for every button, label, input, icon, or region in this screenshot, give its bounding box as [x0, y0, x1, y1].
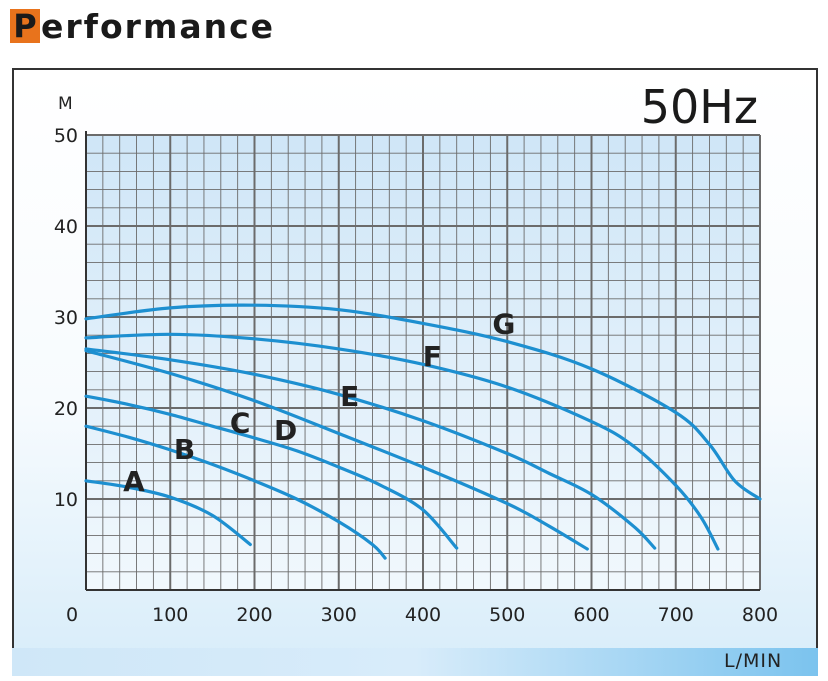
axis-ticks: 0 100 200 300 400 500 600 700 800 10 20 30 40 50	[54, 125, 778, 626]
curve-label-f: F	[423, 340, 442, 373]
curve-e	[84, 347, 657, 550]
title-initial-block: P	[10, 9, 40, 43]
x-tick-label: 500	[489, 604, 525, 626]
x-tick-label: 800	[742, 604, 778, 626]
y-axis-unit: M	[58, 94, 73, 114]
y-tick-label: 40	[54, 216, 78, 238]
curve-labels: AB C D E F G	[123, 307, 515, 497]
curve-c	[84, 394, 459, 550]
curve-label-a: A	[123, 465, 145, 498]
x-axis-unit: L/MIN	[724, 650, 783, 672]
curve-g	[84, 303, 762, 501]
curve-label-c: C	[230, 407, 251, 440]
y-tick-label: 20	[54, 398, 78, 420]
x-tick-label: 300	[321, 604, 357, 626]
grid	[85, 131, 761, 591]
x-tick-label: 0	[66, 604, 78, 626]
title-text: erformance	[41, 6, 276, 46]
x-tick-label: 600	[573, 604, 609, 626]
curve-label-e: E	[340, 380, 359, 413]
page-title: P erformance	[10, 4, 275, 48]
y-tick-label: 50	[54, 125, 78, 147]
curve-a	[84, 479, 252, 547]
x-tick-label: 100	[152, 604, 188, 626]
x-tick-label: 400	[405, 604, 441, 626]
curve-d	[84, 349, 589, 551]
y-tick-label: 10	[54, 489, 78, 511]
curve-b	[84, 424, 387, 560]
frequency-label: 50Hz	[640, 80, 758, 134]
curves	[84, 303, 762, 560]
x-tick-label: 200	[236, 604, 272, 626]
curve-label-b: B	[174, 433, 195, 466]
bottom-gradient-band	[12, 648, 818, 676]
curve-label-g: G	[492, 307, 515, 340]
curve-label-d: D	[274, 414, 297, 447]
x-tick-label: 700	[658, 604, 694, 626]
y-tick-label: 30	[54, 307, 78, 329]
curve-f	[84, 332, 720, 551]
